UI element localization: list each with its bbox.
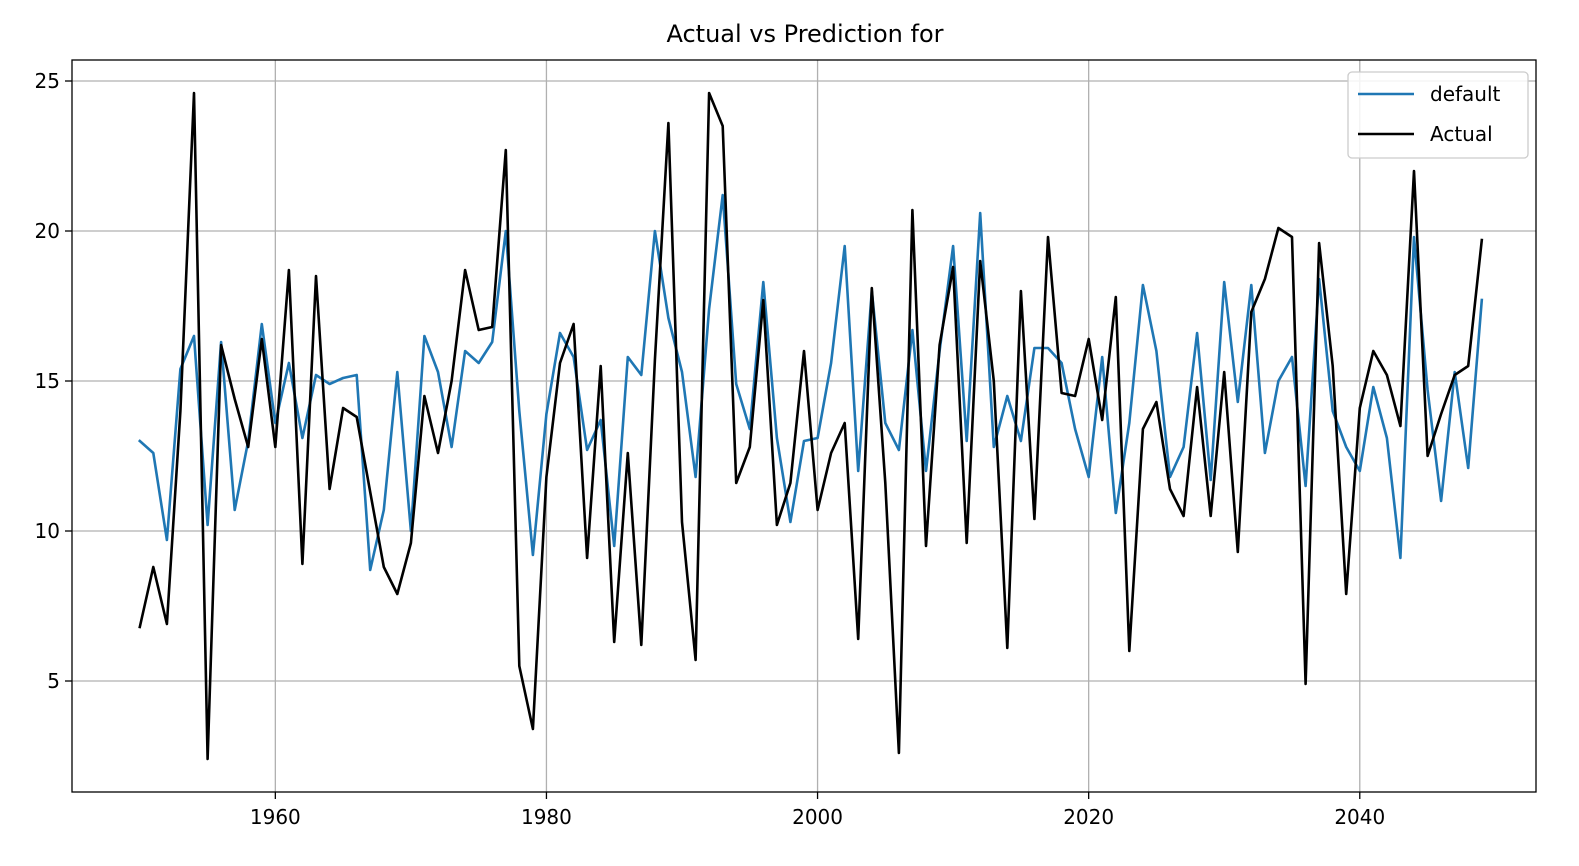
plot-frame — [71, 59, 1537, 793]
series-lines — [137, 91, 1484, 761]
series-line-actual — [138, 91, 1484, 761]
y-tick-label: 10 — [35, 519, 60, 543]
y-tick-label: 20 — [35, 219, 60, 243]
x-tick-label: 1960 — [250, 805, 301, 829]
legend-label: Actual — [1430, 122, 1493, 146]
legend-label: default — [1430, 82, 1501, 106]
x-tick-label: 2040 — [1334, 805, 1385, 829]
series-line-default — [137, 193, 1484, 572]
x-tick-label: 2000 — [792, 805, 843, 829]
x-tick-label: 1980 — [521, 805, 572, 829]
axis-ticks: 1960 1980 2000 2020 2040 5 10 15 20 25 — [35, 69, 1386, 829]
legend: default Actual — [1347, 71, 1529, 159]
y-tick-label: 5 — [47, 669, 60, 693]
y-tick-label: 15 — [35, 369, 60, 393]
x-tick-label: 2020 — [1063, 805, 1114, 829]
chart-title: Actual vs Prediction for — [666, 20, 943, 48]
y-tick-label: 25 — [35, 69, 60, 93]
gridlines — [72, 60, 1536, 792]
